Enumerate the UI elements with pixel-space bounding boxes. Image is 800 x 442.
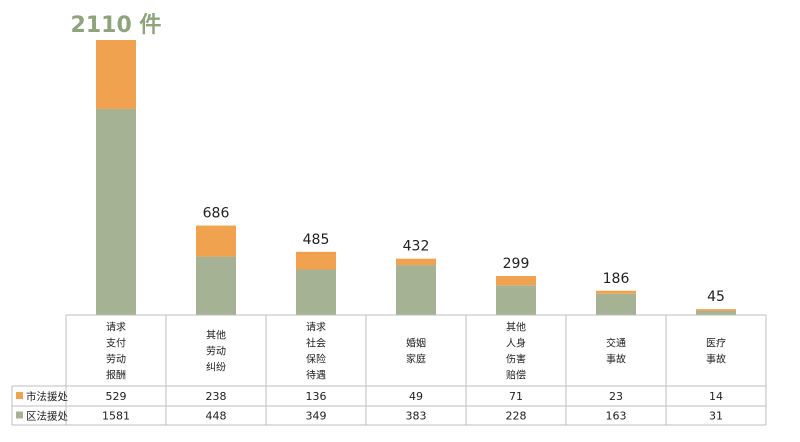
category-label-3: 家庭 [406,353,426,366]
category-label-1: 劳动 [206,345,226,358]
bar-city-0 [96,40,136,109]
bar-city-3 [396,258,436,266]
total-label-4: 299 [503,256,530,272]
total-label-3: 432 [403,239,430,255]
category-label-4: 伤害 [506,353,526,366]
table-cell-0-2: 136 [306,390,327,403]
table-cell-1-2: 349 [306,410,327,423]
category-label-4: 赔偿 [506,369,526,382]
total-label-6: 45 [707,289,725,305]
table-cell-1-1: 448 [206,410,227,423]
bar-district-4 [496,285,536,315]
bar-district-5 [596,293,636,315]
table-cell-1-5: 163 [606,410,627,423]
category-label-3: 婚姻 [406,337,426,350]
table-cell-1-3: 383 [406,410,427,423]
table-cell-0-1: 238 [206,390,227,403]
bar-district-2 [296,269,336,315]
category-label-4: 人身 [506,337,526,350]
table-cell-0-6: 14 [709,390,723,403]
category-label-2: 保险 [306,353,326,366]
bar-district-3 [396,265,436,315]
legend-label-0: 市法援处 [26,390,68,403]
category-label-5: 事故 [606,353,626,366]
category-label-0: 劳动 [106,353,126,366]
category-label-2: 社会 [306,337,326,350]
total-label-2: 485 [303,232,330,248]
total-label-5: 186 [603,271,630,287]
legend-swatch-1 [16,411,23,419]
bar-district-0 [96,108,136,315]
table-cell-0-3: 49 [409,390,423,403]
total-label-1: 686 [203,206,230,222]
table-cell-0-4: 71 [509,390,523,403]
bar-city-5 [596,290,636,294]
category-label-4: 其他 [506,321,526,334]
data-table-grid [11,314,767,426]
legend-swatch-0 [16,392,23,399]
bar-city-1 [196,225,236,257]
bar-city-4 [496,276,536,286]
bar-city-6 [696,309,736,311]
table-cell-0-0: 529 [106,390,127,403]
category-label-6: 医疗 [706,337,726,350]
table-cell-1-0: 1581 [102,410,130,423]
category-label-0: 支付 [106,337,126,350]
category-label-1: 其他 [206,329,226,342]
category-label-2: 待遇 [306,369,326,382]
bar-district-1 [196,256,236,315]
category-label-0: 报酬 [106,369,126,382]
total-label-0: 2110 件 [71,13,162,38]
bar-city-2 [296,251,336,270]
category-label-6: 事故 [706,353,726,366]
legend-label-1: 区法援处 [26,410,68,423]
category-label-5: 交通 [606,337,626,350]
category-label-1: 纠纷 [206,361,226,374]
category-label-0: 请求 [106,321,126,334]
table-cell-0-5: 23 [609,390,623,403]
table-cell-1-6: 31 [709,410,723,423]
category-label-2: 请求 [306,321,326,334]
table-cell-1-4: 228 [506,410,527,423]
bar-district-6 [696,310,736,315]
